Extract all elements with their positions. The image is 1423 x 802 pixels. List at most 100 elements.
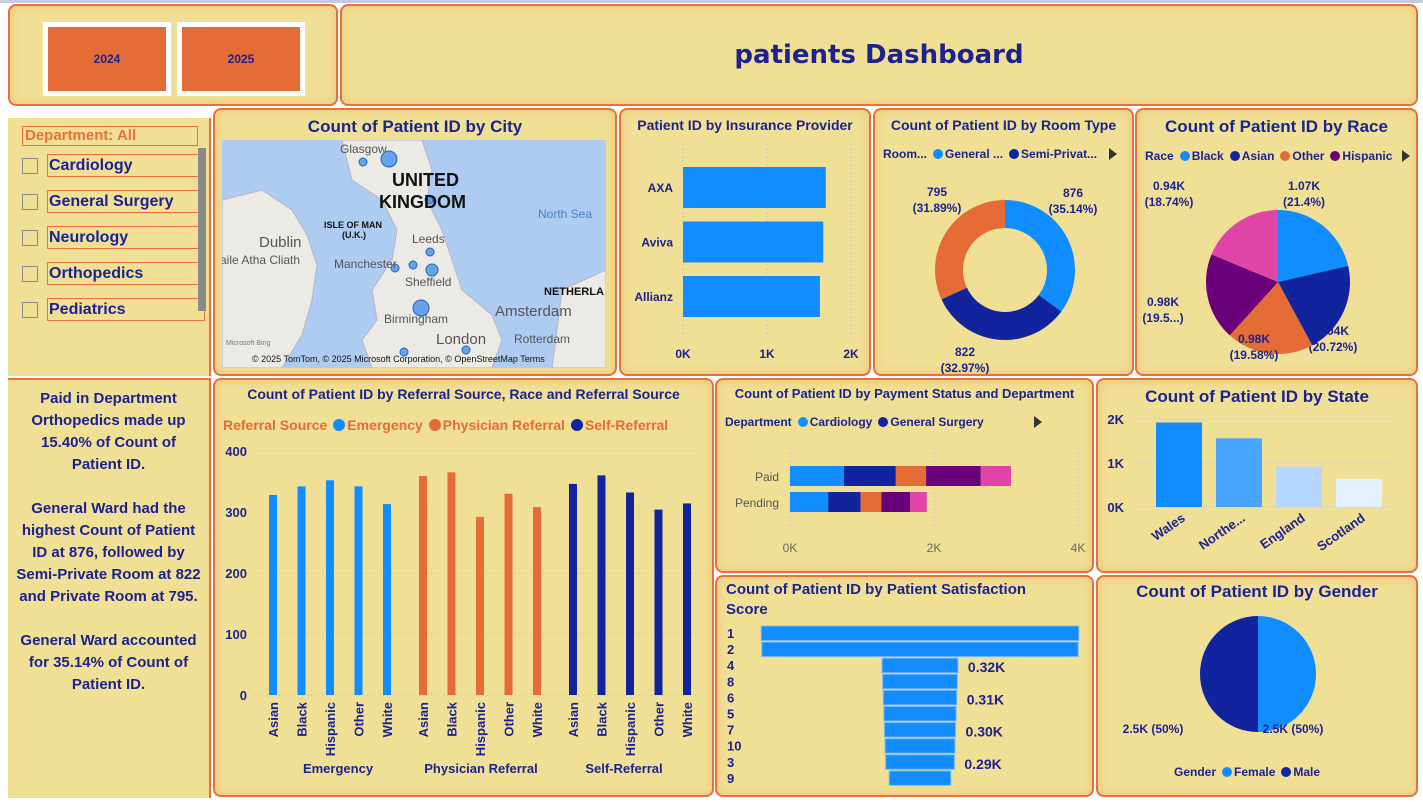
bar[interactable] <box>683 276 820 317</box>
slice[interactable] <box>1258 616 1316 732</box>
legend-item[interactable]: Self-Referral <box>584 417 669 433</box>
bar-segment[interactable] <box>926 466 981 486</box>
bar[interactable] <box>504 493 513 695</box>
checkbox[interactable] <box>22 194 38 210</box>
data-label: 822 <box>955 345 975 359</box>
legend-item[interactable]: General Surgery <box>890 415 984 429</box>
slice[interactable] <box>1278 265 1350 346</box>
slice[interactable] <box>1005 200 1075 312</box>
slicer-item-general-surgery[interactable]: General Surgery <box>22 190 208 214</box>
bar[interactable] <box>654 509 663 695</box>
city-bubble[interactable] <box>399 347 409 357</box>
funnel-bar[interactable] <box>884 738 956 754</box>
bar[interactable] <box>626 492 634 695</box>
legend-next-arrow-icon[interactable] <box>1033 416 1042 428</box>
slice[interactable] <box>1206 254 1278 336</box>
legend-item[interactable]: General ... <box>945 147 1004 161</box>
slice[interactable] <box>935 200 1005 300</box>
funnel-bar[interactable] <box>882 689 958 706</box>
bar-segment[interactable] <box>910 492 927 512</box>
legend-item[interactable]: Cardiology <box>809 415 873 429</box>
legend-item[interactable]: Female <box>1234 765 1276 779</box>
funnel-bar[interactable] <box>881 657 959 674</box>
city-bubble[interactable] <box>380 150 398 168</box>
slice[interactable] <box>1211 210 1278 282</box>
legend-item[interactable]: Hispanic <box>1342 149 1393 163</box>
funnel-bar[interactable] <box>882 673 958 690</box>
bar-segment[interactable] <box>828 492 861 512</box>
y-tick-label: 0K <box>1107 500 1124 515</box>
city-bubble[interactable] <box>461 345 471 355</box>
bar-segment[interactable] <box>980 466 1012 486</box>
checkbox[interactable] <box>22 158 38 174</box>
bar-segment[interactable] <box>844 466 896 486</box>
funnel-bar[interactable] <box>760 625 1080 641</box>
funnel-bar[interactable] <box>888 770 952 786</box>
legend-item[interactable]: Asian <box>1241 149 1275 163</box>
year-2025-button[interactable]: 2025 <box>177 22 305 96</box>
funnel-bar[interactable] <box>885 754 955 770</box>
bar[interactable] <box>1156 422 1202 507</box>
slice[interactable] <box>941 287 1062 340</box>
bar[interactable] <box>476 516 484 695</box>
slice[interactable] <box>1229 282 1313 354</box>
bar-segment[interactable] <box>881 492 911 512</box>
bar-segment[interactable] <box>790 466 844 486</box>
city-bubble[interactable] <box>408 260 418 270</box>
checkbox[interactable] <box>22 230 38 246</box>
bar[interactable] <box>533 507 541 695</box>
funnel-bar[interactable] <box>761 641 1079 658</box>
slicer-item-pediatrics[interactable]: Pediatrics <box>22 298 208 322</box>
bar[interactable] <box>447 472 456 695</box>
bar[interactable] <box>269 494 277 695</box>
legend-next-arrow-icon[interactable] <box>1109 148 1118 160</box>
bar[interactable] <box>1216 438 1262 507</box>
city-bubble[interactable] <box>425 247 435 257</box>
bar[interactable] <box>419 476 427 695</box>
bar[interactable] <box>597 475 606 695</box>
checkbox[interactable] <box>22 266 38 282</box>
slicer-item-cardiology[interactable]: Cardiology <box>22 154 208 178</box>
city-bubble[interactable] <box>425 263 439 277</box>
checkbox[interactable] <box>22 302 38 318</box>
year-2024-button[interactable]: 2024 <box>43 22 171 96</box>
funnel-bar[interactable] <box>883 706 957 722</box>
slice[interactable] <box>1200 616 1258 732</box>
map-label: KINGDOM <box>379 192 466 212</box>
bar[interactable] <box>1276 466 1322 507</box>
city-bubble[interactable] <box>390 263 400 273</box>
bar-segment[interactable] <box>860 492 882 512</box>
legend-next-arrow-icon[interactable] <box>1402 150 1411 162</box>
legend-item[interactable]: Black <box>1191 149 1224 163</box>
y-category-label: 9 <box>727 771 734 786</box>
slicer-item-neurology[interactable]: Neurology <box>22 226 208 250</box>
city-map[interactable]: Glasgow UNITED KINGDOM ISLE OF MAN (U.K.… <box>222 140 606 368</box>
map-attribution[interactable]: © 2025 TomTom, © 2025 Microsoft Corporat… <box>252 354 545 364</box>
slicer-header[interactable]: Department: All <box>22 126 198 146</box>
city-bubble[interactable] <box>412 299 430 317</box>
bar[interactable] <box>683 503 691 695</box>
bar[interactable] <box>354 486 363 695</box>
slicer-item-orthopedics[interactable]: Orthopedics <box>22 262 208 286</box>
bar[interactable] <box>683 221 824 263</box>
legend-item[interactable]: Male <box>1293 765 1321 779</box>
bar[interactable] <box>1336 478 1382 507</box>
slice[interactable] <box>1278 210 1349 282</box>
bar[interactable] <box>383 504 391 695</box>
bar[interactable] <box>326 480 334 695</box>
bar[interactable] <box>297 486 306 695</box>
legend-item[interactable]: Other <box>1292 149 1325 163</box>
bar-segment[interactable] <box>790 492 829 512</box>
bar-segment[interactable] <box>895 466 927 486</box>
legend-marker <box>1179 151 1190 161</box>
bar[interactable] <box>569 483 577 695</box>
legend-item[interactable]: Semi-Privat... <box>1021 147 1098 161</box>
city-bubble[interactable] <box>358 157 368 167</box>
city-bubble[interactable] <box>424 195 434 205</box>
legend-item[interactable]: Emergency <box>347 417 423 433</box>
funnel-bar[interactable] <box>883 722 957 738</box>
bar[interactable] <box>683 167 826 208</box>
legend-item[interactable]: Physician Referral <box>442 417 565 433</box>
payment-panel: Count of Patient ID by Payment Status an… <box>715 378 1094 573</box>
slicer-scrollbar[interactable] <box>198 148 206 311</box>
